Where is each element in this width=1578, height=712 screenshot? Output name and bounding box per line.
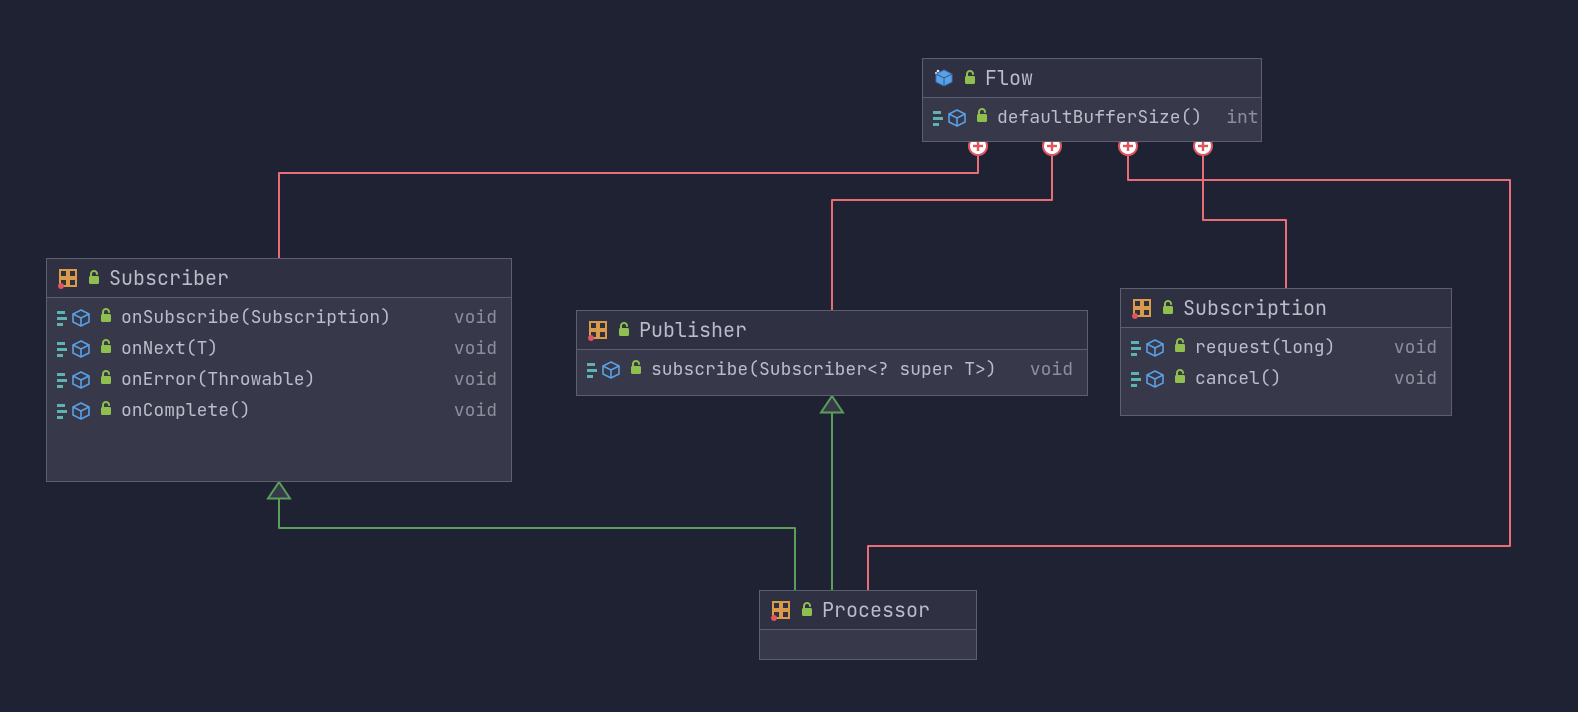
- node-subscriber-body: onSubscribe(Subscription) void onNext(T)…: [47, 298, 511, 432]
- node-subscriber-method[interactable]: onError(Throwable) void: [47, 364, 511, 395]
- method-return: void: [438, 306, 497, 329]
- method-return: void: [1378, 367, 1437, 390]
- method-icon: [1131, 369, 1165, 389]
- method-icon: [587, 360, 621, 380]
- node-title: Subscriber: [109, 265, 229, 291]
- node-subscription-header[interactable]: Subscription: [1121, 289, 1451, 328]
- node-publisher-body: subscribe(Subscriber<? super T>) void: [577, 350, 1087, 391]
- node-processor-header[interactable]: Processor: [760, 591, 976, 630]
- lock-open-icon: [963, 65, 977, 91]
- node-title: Publisher: [639, 317, 747, 343]
- node-subscription[interactable]: Subscription request(long) void: [1120, 288, 1452, 416]
- method-return: void: [1378, 336, 1437, 359]
- method-icon: [57, 370, 91, 390]
- node-title: Subscription: [1183, 295, 1327, 321]
- node-publisher-header[interactable]: Publisher: [577, 311, 1087, 350]
- interface-icon: [770, 599, 792, 621]
- lock-open-icon: [99, 399, 113, 422]
- node-flow-body: defaultBufferSize() int: [923, 98, 1261, 139]
- method-signature: onSubscribe(Subscription): [121, 306, 430, 329]
- node-title: Processor: [822, 597, 930, 623]
- lock-open-icon: [99, 306, 113, 329]
- lock-open-icon: [99, 368, 113, 391]
- method-signature: onComplete(): [121, 399, 430, 422]
- method-icon: [57, 339, 91, 359]
- node-subscriber-method[interactable]: onNext(T) void: [47, 333, 511, 364]
- method-signature: subscribe(Subscriber<? super T>): [651, 358, 1006, 381]
- method-icon: [57, 401, 91, 421]
- lock-open-icon: [87, 265, 101, 291]
- method-signature: defaultBufferSize(): [997, 106, 1202, 129]
- node-subscriber-method[interactable]: onComplete() void: [47, 395, 511, 426]
- method-return: void: [438, 368, 497, 391]
- method-signature: cancel(): [1195, 367, 1370, 390]
- node-processor-body: [760, 630, 976, 640]
- interface-icon: [1131, 297, 1153, 319]
- lock-open-icon: [99, 337, 113, 360]
- node-subscriber-method[interactable]: onSubscribe(Subscription) void: [47, 302, 511, 333]
- method-icon: [1131, 338, 1165, 358]
- method-return: void: [1014, 358, 1073, 381]
- method-return: void: [438, 337, 497, 360]
- diagram-canvas: Flow defaultBufferSize() int Subscriber: [0, 0, 1578, 712]
- node-publisher-method[interactable]: subscribe(Subscriber<? super T>) void: [577, 354, 1087, 385]
- node-subscription-method[interactable]: cancel() void: [1121, 363, 1451, 394]
- node-title: Flow: [985, 65, 1033, 91]
- node-subscription-body: request(long) void cancel() void: [1121, 328, 1451, 400]
- node-subscriber-header[interactable]: Subscriber: [47, 259, 511, 298]
- node-publisher[interactable]: Publisher subscribe(Subscriber<? super T…: [576, 310, 1088, 396]
- node-flow-header[interactable]: Flow: [923, 59, 1261, 98]
- method-icon: [57, 308, 91, 328]
- method-signature: onError(Throwable): [121, 368, 430, 391]
- node-subscription-method[interactable]: request(long) void: [1121, 332, 1451, 363]
- method-icon: [933, 108, 967, 128]
- node-processor[interactable]: Processor: [759, 590, 977, 660]
- method-return: int: [1210, 106, 1258, 129]
- method-signature: onNext(T): [121, 337, 430, 360]
- node-subscriber[interactable]: Subscriber onSubscribe(Subscription) voi…: [46, 258, 512, 482]
- lock-open-icon: [617, 317, 631, 343]
- lock-open-icon: [800, 597, 814, 623]
- lock-open-icon: [1173, 367, 1187, 390]
- node-flow-method[interactable]: defaultBufferSize() int: [923, 102, 1261, 133]
- interface-icon: [57, 267, 79, 289]
- lock-open-icon: [629, 358, 643, 381]
- interface-icon: [587, 319, 609, 341]
- method-signature: request(long): [1195, 336, 1370, 359]
- lock-open-icon: [1161, 295, 1175, 321]
- class-icon: [933, 67, 955, 89]
- method-return: void: [438, 399, 497, 422]
- lock-open-icon: [1173, 336, 1187, 359]
- node-flow[interactable]: Flow defaultBufferSize() int: [922, 58, 1262, 142]
- lock-open-icon: [975, 106, 989, 129]
